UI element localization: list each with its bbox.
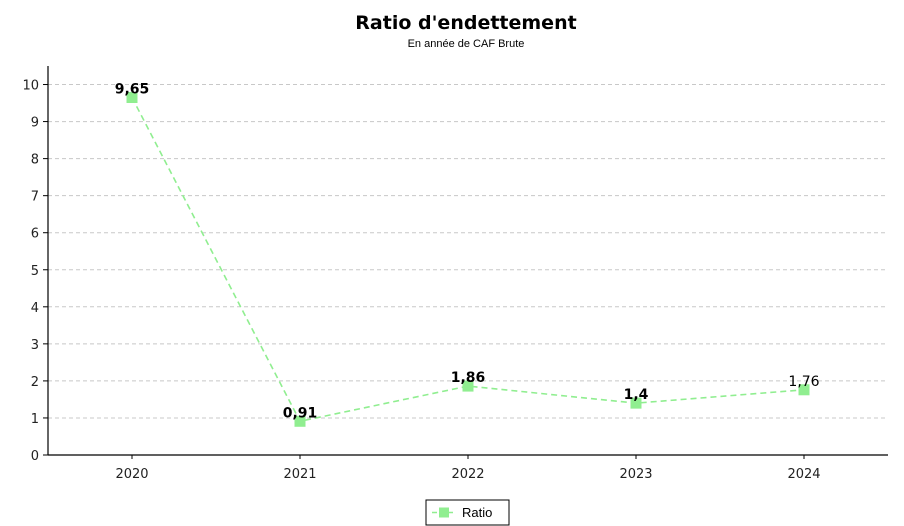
axes [47, 66, 888, 456]
x-tick-label-2020: 2020 [115, 467, 148, 482]
x-tick-label-2024: 2024 [787, 467, 820, 482]
series-ratio [126, 91, 810, 427]
y-tick-label-6: 6 [31, 227, 39, 242]
y-axis-ticks: 0 1 2 3 4 5 6 7 8 9 10 [22, 79, 48, 464]
y-tick-label-8: 8 [31, 153, 39, 168]
data-point-2020 [126, 91, 138, 103]
data-label-2021: 0,91 [283, 405, 318, 421]
chart-subtitle: En année de CAF Brute [408, 38, 525, 50]
y-tick-label-7: 7 [31, 190, 39, 205]
y-tick-label-10: 10 [22, 79, 39, 94]
y-tick-label-1: 1 [31, 412, 39, 427]
y-tick-label-5: 5 [31, 264, 39, 279]
x-tick-label-2021: 2021 [283, 467, 316, 482]
data-point-2021 [294, 415, 306, 427]
data-point-2022 [462, 380, 474, 392]
x-axis-ticks: 2020 2021 2022 2023 2024 [115, 455, 821, 482]
y-tick-label-3: 3 [31, 338, 39, 353]
data-label-2020: 9,65 [115, 81, 150, 97]
y-tick-label-2: 2 [31, 375, 39, 390]
series-line-ratio [131, 97, 805, 423]
x-tick-label-2022: 2022 [451, 467, 484, 482]
legend: Ratio [425, 499, 510, 526]
chart-title: Ratio d'endettement [355, 12, 576, 34]
data-point-2023 [630, 397, 642, 409]
data-labels: 9,65 0,91 1,86 1,4 1,76 [115, 81, 820, 421]
y-tick-label-0: 0 [31, 449, 39, 464]
data-point-2024 [798, 384, 810, 396]
data-label-2023: 1,4 [624, 387, 649, 403]
y-tick-label-9: 9 [31, 116, 39, 131]
x-tick-label-2023: 2023 [619, 467, 652, 482]
grid-lines [48, 84, 888, 419]
y-tick-label-4: 4 [31, 301, 39, 316]
data-label-2024: 1,76 [788, 374, 819, 390]
legend-label: Ratio [462, 505, 492, 520]
legend-marker [439, 507, 449, 518]
data-label-2022: 1,86 [451, 370, 486, 386]
